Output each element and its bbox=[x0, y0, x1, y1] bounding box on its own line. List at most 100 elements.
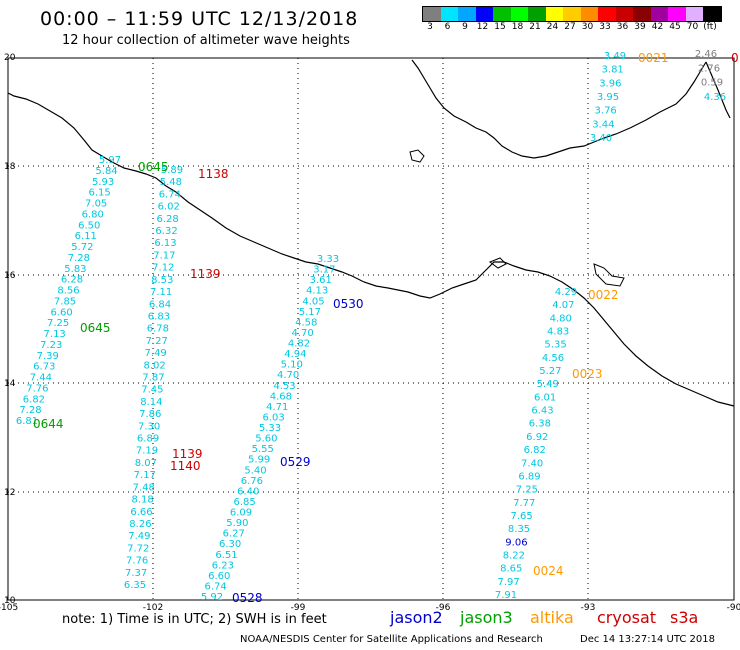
pass-time-label: 0530 bbox=[333, 297, 364, 311]
wave-height-value: 6.60 bbox=[208, 571, 230, 582]
wave-height-value: 6.74 bbox=[159, 189, 181, 200]
wave-height-value: 7.77 bbox=[513, 498, 535, 509]
wave-height-value: 6.09 bbox=[230, 508, 252, 519]
pass-time-label: 0021 bbox=[638, 51, 669, 65]
pass-time-label: 1140 bbox=[170, 459, 201, 473]
wave-height-value: 8.53 bbox=[151, 275, 173, 286]
wave-height-value: 8.18 bbox=[131, 495, 153, 506]
wave-height-value: 7.17 bbox=[134, 470, 156, 481]
colorbar-swatch bbox=[668, 7, 686, 21]
colorbar-swatch bbox=[685, 7, 703, 21]
longitude-label: -93 bbox=[581, 603, 596, 613]
wave-height-value: 4.29 bbox=[555, 287, 577, 298]
wave-height-value: 5.17 bbox=[299, 307, 321, 318]
colorbar-swatch bbox=[423, 7, 441, 21]
wave-height-value: 8.65 bbox=[500, 564, 522, 575]
wave-height-value: 5.35 bbox=[544, 340, 566, 351]
latitude-label: 10 bbox=[4, 596, 16, 606]
wave-height-value: 6.73 bbox=[33, 362, 55, 373]
wave-height-colorbar bbox=[422, 6, 722, 22]
colorbar-label: 42 bbox=[651, 22, 664, 32]
wave-height-value: 6.50 bbox=[78, 220, 100, 231]
wave-height-value: 7.17 bbox=[153, 250, 175, 261]
wave-height-value: 0.59 bbox=[701, 78, 723, 89]
colorbar-swatch bbox=[545, 7, 563, 21]
colorbar-label: 30 bbox=[581, 22, 594, 32]
wave-height-value: 5.83 bbox=[64, 264, 86, 275]
wave-height-value: 6.13 bbox=[154, 238, 176, 249]
lake-outline bbox=[409, 149, 425, 163]
colorbar-swatch bbox=[510, 7, 528, 21]
colorbar-swatch bbox=[633, 7, 651, 21]
wave-height-value: 7.91 bbox=[495, 590, 517, 601]
wave-height-value: 4.58 bbox=[295, 317, 317, 328]
longitude-label: -96 bbox=[436, 603, 451, 613]
wave-height-value: 4.68 bbox=[270, 391, 292, 402]
wave-height-value: 8.22 bbox=[503, 550, 525, 561]
wave-height-value: 7.23 bbox=[40, 340, 62, 351]
colorbar-label: 15 bbox=[494, 22, 506, 32]
colorbar-swatch bbox=[493, 7, 511, 21]
latitude-label: 12 bbox=[4, 488, 15, 498]
wave-height-value: 4.70 bbox=[277, 370, 299, 381]
wave-height-value: 6.01 bbox=[534, 392, 556, 403]
wave-height-value: 6.35 bbox=[124, 580, 146, 591]
pass-time-label: 1139 bbox=[172, 447, 203, 461]
wave-height-value: 6.78 bbox=[147, 324, 169, 335]
colorbar-label: 24 bbox=[546, 22, 559, 32]
pass-time-label: 0529 bbox=[280, 455, 311, 469]
wave-height-value: 5.99 bbox=[248, 455, 270, 466]
wave-height-value: 6.38 bbox=[529, 419, 551, 430]
wave-height-value: 7.25 bbox=[516, 485, 538, 496]
legend-item-cryosat: cryosat bbox=[597, 608, 657, 627]
wave-height-value: 3.76 bbox=[595, 106, 617, 117]
gulf-coastline bbox=[411, 59, 707, 159]
wave-height-value: 8.26 bbox=[129, 519, 151, 530]
colorbar-label: 36 bbox=[616, 22, 629, 32]
pass-time-label: 0 bbox=[731, 51, 739, 65]
colorbar-swatch bbox=[475, 7, 493, 21]
colorbar-label: 6 bbox=[444, 22, 451, 32]
wave-height-value: 2.46 bbox=[695, 49, 717, 60]
wave-height-value: 5.72 bbox=[71, 242, 93, 253]
wave-height-value: 5.84 bbox=[95, 166, 117, 177]
colorbar-label: 45 bbox=[669, 22, 681, 32]
legend-item-altika: altika bbox=[530, 608, 574, 627]
pass-time-label: 0022 bbox=[588, 288, 619, 302]
map-title: 00:00 – 11:59 UTC 12/13/2018 bbox=[40, 8, 359, 30]
colorbar-label: 12 bbox=[476, 22, 489, 32]
legend-item-jason2: jason2 bbox=[390, 608, 443, 627]
wave-height-value: 4.80 bbox=[550, 313, 572, 324]
colorbar-label: (ft) bbox=[703, 22, 717, 32]
wave-height-value: 6.30 bbox=[219, 539, 241, 550]
wave-height-value: 8.07 bbox=[135, 458, 157, 469]
wave-height-value: 7.97 bbox=[497, 577, 519, 588]
coastline bbox=[7, 59, 735, 407]
wave-height-value: 3.49 bbox=[604, 51, 626, 62]
wave-height-value: 4.53 bbox=[273, 381, 295, 392]
wave-height-value: 8.35 bbox=[508, 524, 530, 535]
legend-item-s3a: s3a bbox=[670, 608, 699, 627]
pass-time-label: 1138 bbox=[198, 167, 229, 181]
wave-height-value: 6.89 bbox=[518, 471, 540, 482]
wave-height-value: 7.37 bbox=[125, 568, 147, 579]
wave-height-value: 3.61 bbox=[310, 275, 332, 286]
colorbar-label: 33 bbox=[599, 22, 611, 32]
wave-height-value: 4.36 bbox=[704, 92, 726, 103]
wave-height-value: 6.03 bbox=[262, 412, 284, 423]
note-text: note: 1) Time is in UTC; 2) SWH is in fe… bbox=[62, 612, 327, 627]
wave-height-value: 8.14 bbox=[140, 397, 162, 408]
colorbar-swatch bbox=[703, 7, 721, 21]
footer-timestamp: Dec 14 13:27:14 UTC 2018 bbox=[580, 634, 715, 645]
wave-height-value: 3.17 bbox=[313, 265, 335, 276]
wave-height-value: 7.25 bbox=[47, 318, 69, 329]
wave-height-value: 6.83 bbox=[148, 311, 170, 322]
wave-height-value: 4.94 bbox=[284, 349, 306, 360]
wave-height-value: 5.92 bbox=[201, 592, 223, 603]
wave-height-value: 6.89 bbox=[137, 434, 159, 445]
wave-height-value: 6.51 bbox=[215, 550, 237, 561]
wave-height-value: 7.13 bbox=[44, 329, 66, 340]
colorbar-label: 70 bbox=[686, 22, 699, 32]
wave-height-value: 5.93 bbox=[92, 177, 114, 188]
